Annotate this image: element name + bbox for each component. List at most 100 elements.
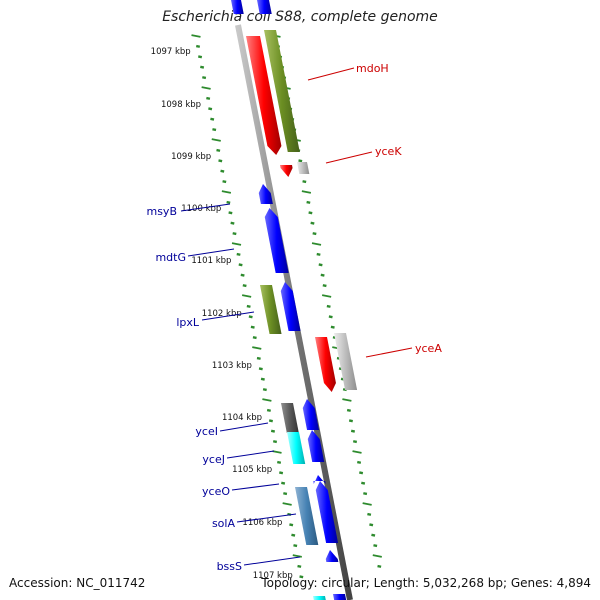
minor-tick xyxy=(252,336,257,340)
gene-label[interactable]: yceJ xyxy=(202,453,225,466)
gene-feature-bottom-a[interactable] xyxy=(313,596,326,600)
minor-tick xyxy=(216,148,221,152)
gene-label[interactable]: lpxL xyxy=(176,316,200,329)
major-tick xyxy=(262,398,272,402)
gene-feature-yceJ[interactable] xyxy=(307,430,325,462)
gene-label[interactable]: yceI xyxy=(195,425,218,438)
minor-tick xyxy=(238,263,243,267)
gene-label[interactable]: yceK xyxy=(375,145,402,158)
gene-feature-yceA[interactable] xyxy=(315,337,336,392)
major-tick xyxy=(201,86,211,90)
gene-label-line xyxy=(231,483,280,491)
gene-label[interactable]: solA xyxy=(212,517,236,530)
major-tick xyxy=(311,242,322,246)
gene-label-line xyxy=(325,151,373,164)
minor-tick xyxy=(297,564,302,568)
gene-feature-mdoH[interactable] xyxy=(246,36,282,155)
minor-tick xyxy=(266,408,271,412)
minor-tick xyxy=(306,200,311,204)
gene-feature-bottom-b[interactable] xyxy=(333,594,347,600)
major-tick xyxy=(292,554,302,558)
gene-label-line xyxy=(201,311,255,321)
kbp-labels: 1097 kbp 1098 kbp 1099 kbp 1100 kbp 1101 kbp… xyxy=(151,47,293,581)
gene-label-line xyxy=(187,248,235,257)
major-tick xyxy=(191,34,201,38)
minor-tick xyxy=(361,481,366,485)
minor-tick xyxy=(240,273,245,277)
minor-tick xyxy=(248,315,253,319)
gene-label-line xyxy=(219,422,269,432)
minor-tick xyxy=(232,232,237,236)
gene-feature-yceJ-hit[interactable] xyxy=(287,432,306,464)
gene-label[interactable]: bssS xyxy=(217,560,242,573)
minor-tick xyxy=(212,128,217,132)
minor-tick xyxy=(198,55,203,59)
minor-tick xyxy=(236,252,241,256)
gene-label[interactable]: yceO xyxy=(202,485,230,498)
kbp-label: 1098 kbp xyxy=(161,100,201,110)
kbp-label: 1105 kbp xyxy=(232,465,272,475)
major-tick xyxy=(241,294,252,298)
gene-label[interactable]: yceA xyxy=(415,342,442,355)
minor-tick xyxy=(367,512,372,516)
gene-feature-mdoH-hit[interactable] xyxy=(264,30,300,152)
gene-feature-yceA-hit[interactable] xyxy=(334,333,358,390)
gene-feature-solA[interactable] xyxy=(315,481,339,543)
major-tick xyxy=(352,450,362,454)
gene-feature-yceK[interactable] xyxy=(280,165,293,177)
gene-label-line xyxy=(365,347,413,358)
minor-tick xyxy=(258,367,263,371)
minor-tick xyxy=(210,117,215,121)
minor-tick xyxy=(328,315,333,319)
minor-tick xyxy=(346,408,351,412)
gene-feature-bssS[interactable] xyxy=(325,550,339,562)
minor-tick xyxy=(256,356,261,360)
gene-label[interactable]: mdtG xyxy=(155,251,186,264)
major-tick xyxy=(321,294,332,298)
gene-feature-solA-hit[interactable] xyxy=(295,487,319,545)
gene-feature-top-mid[interactable] xyxy=(257,0,272,14)
minor-tick xyxy=(202,76,207,80)
minor-tick xyxy=(350,429,356,433)
minor-tick xyxy=(246,304,251,308)
kbp-label: 1103 kbp xyxy=(212,361,252,371)
minor-tick xyxy=(348,419,353,423)
gene-labels: mdoH yceK msyB mdtG lpxL yceA yceI yceJ … xyxy=(146,62,442,573)
gene-feature-yceK-hit[interactable] xyxy=(297,162,310,174)
minor-tick xyxy=(242,284,247,288)
minor-tick xyxy=(352,440,358,444)
minor-tick xyxy=(268,419,273,423)
minor-tick xyxy=(279,471,284,475)
kbp-label: 1106 kbp xyxy=(242,518,282,528)
gene-feature-yceO[interactable] xyxy=(313,475,326,484)
minor-tick xyxy=(291,533,296,537)
gene-feature-mdtG[interactable] xyxy=(264,208,289,273)
gene-feature-lpxL[interactable] xyxy=(280,282,301,331)
major-tick xyxy=(301,190,312,194)
gene-feature-lpxL-hit[interactable] xyxy=(260,285,282,334)
minor-tick xyxy=(281,481,286,485)
gene-label[interactable]: mdoH xyxy=(356,62,389,75)
major-tick xyxy=(211,138,221,142)
gene-feature-yceI-hit[interactable] xyxy=(281,403,299,433)
major-tick xyxy=(252,346,262,350)
gene-feature-top-left[interactable] xyxy=(231,0,244,14)
gene-label-line xyxy=(236,513,297,523)
minor-tick xyxy=(369,523,374,527)
gene-feature-msyB[interactable] xyxy=(258,184,273,204)
major-tick xyxy=(231,242,242,246)
gene-label[interactable]: msyB xyxy=(146,205,177,218)
minor-tick xyxy=(330,325,335,329)
minor-tick xyxy=(302,180,307,184)
major-tick xyxy=(372,554,382,558)
minor-tick xyxy=(283,492,288,496)
genome-summary-text: Topology: circular; Length: 5,032,268 bp… xyxy=(261,576,591,590)
kbp-label: 1097 kbp xyxy=(151,47,191,57)
minor-tick xyxy=(272,440,278,444)
kbp-label: 1107 kbp xyxy=(253,571,293,581)
kbp-label: 1100 kbp xyxy=(181,204,221,214)
minor-tick xyxy=(195,44,201,48)
gene-feature-yceI[interactable] xyxy=(302,399,320,430)
minor-tick xyxy=(320,273,325,277)
